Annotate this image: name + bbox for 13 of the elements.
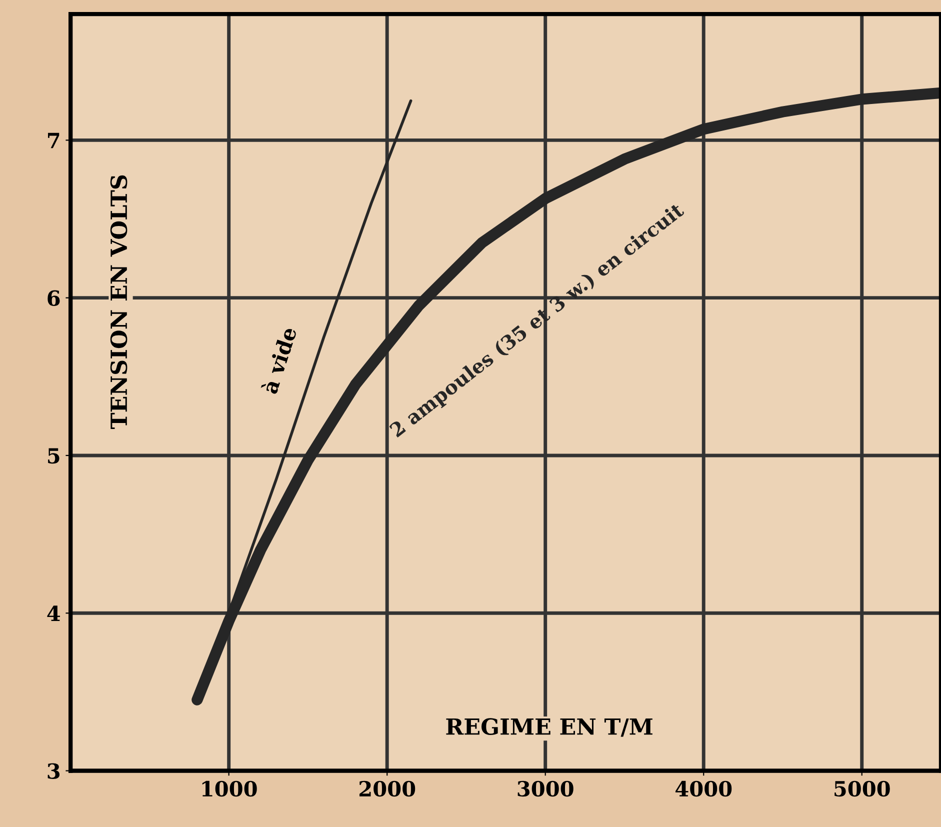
y-tick-label: 6 [48, 290, 60, 306]
x-tick-label: 2000 [359, 780, 416, 797]
x-tick-label: 3000 [518, 780, 574, 797]
x-tick-label: 4000 [675, 780, 732, 797]
y-tick-label: 7 [48, 132, 60, 148]
y-tick-label: 4 [47, 606, 60, 622]
x-tick-label: 1000 [202, 780, 257, 797]
y-tick-label: 3 [48, 763, 60, 779]
x-tick-label: 5000 [834, 780, 890, 797]
y-axis-title: TENSION EN VOLTS [110, 175, 128, 429]
y-tick-label: 5 [48, 448, 60, 464]
text: à vide [260, 326, 298, 395]
x-axis-title: REGIME EN T/M [446, 718, 652, 737]
